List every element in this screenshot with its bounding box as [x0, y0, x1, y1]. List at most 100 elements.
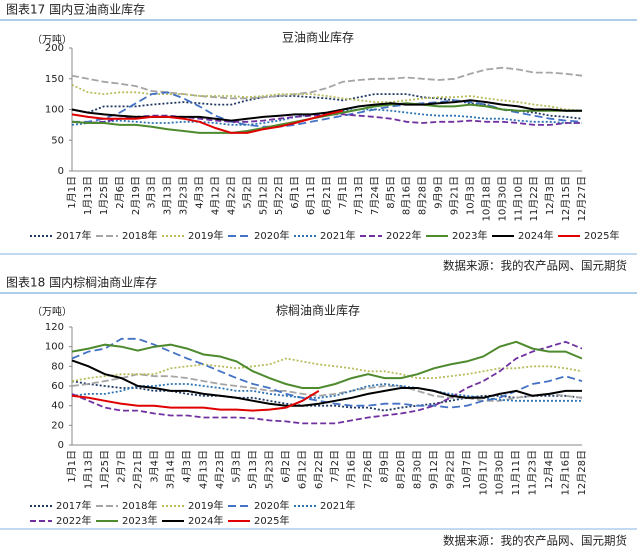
y-tick-label: 0: [58, 166, 64, 177]
x-tick-label: 12月15日: [560, 176, 572, 221]
legend-label: 2018年: [122, 229, 157, 242]
x-tick-label: 8月16日: [401, 176, 413, 215]
x-tick-label: 8月9日: [379, 450, 391, 483]
x-tick-label: 5月23日: [263, 450, 275, 489]
chart-caption: 图表18 国内棕榈油商业库存: [6, 275, 157, 290]
legend-label: 2017年: [56, 229, 91, 242]
x-tick-label: 8月28日: [417, 176, 429, 215]
source: 数据来源：我的农产品网、国元期货: [443, 534, 627, 548]
y-tick-label: 0: [58, 440, 64, 451]
x-tick-label: 10月7日: [461, 450, 473, 489]
series-line: [72, 91, 583, 128]
series-line: [71, 390, 320, 412]
y-axis-label: （万吨）: [32, 305, 72, 318]
x-tick-label: 1月25日: [98, 176, 110, 215]
x-tick-label: 5月13日: [247, 450, 259, 489]
y-tick-label: 200: [45, 43, 64, 54]
x-tick-label: 11月11日: [510, 450, 522, 495]
x-tick-label: 8月20日: [395, 450, 407, 489]
x-tick-label: 12月3日: [544, 176, 556, 215]
x-tick-label: 12月28日: [576, 450, 588, 495]
y-tick-label: 100: [45, 105, 64, 116]
series-line: [71, 383, 582, 402]
x-tick-label: 5月22日: [273, 176, 285, 215]
legend-label: 2021年: [320, 229, 355, 242]
chart-title: 豆油商业库存: [282, 30, 354, 45]
x-tick-label: 4月22日: [225, 176, 237, 215]
x-tick-label: 7月1日: [337, 176, 349, 209]
series-line: [71, 359, 582, 407]
y-tick-label: 40: [51, 401, 64, 412]
chart-caption: 图表17 国内豆油商业库存: [6, 2, 145, 17]
x-tick-label: 9月21日: [449, 176, 461, 215]
x-tick-label: 10月3日: [464, 176, 476, 215]
x-tick-label: 5月12日: [257, 176, 269, 215]
y-tick-label: 50: [51, 135, 64, 146]
x-tick-label: 6月12日: [296, 450, 308, 489]
x-tick-label: 7月24日: [369, 176, 381, 215]
x-tick-label: 8月5日: [385, 176, 397, 209]
x-tick-label: 2月21日: [132, 450, 144, 489]
y-tick-label: 80: [51, 361, 64, 372]
x-tick-label: 6月1日: [289, 176, 301, 209]
x-tick-label: 4月13日: [198, 450, 210, 489]
legend-label: 2022年: [56, 514, 91, 527]
x-tick-label: 9月22日: [444, 450, 456, 489]
chart-title: 棕榈油商业库存: [276, 303, 360, 318]
x-tick-label: 3月14日: [165, 450, 177, 489]
x-tick-label: 1月25日: [99, 450, 111, 489]
series-line: [71, 357, 583, 382]
x-tick-label: 10月30日: [496, 176, 508, 221]
legend-label: 2018年: [122, 499, 157, 512]
x-tick-label: 7月2日: [329, 450, 341, 483]
x-tick-label: 9月12日: [428, 450, 440, 489]
series-line: [71, 340, 583, 425]
x-tick-label: 12月4日: [543, 450, 555, 489]
x-tick-label: 1月1日: [66, 450, 78, 483]
x-tick-label: 10月30日: [494, 450, 506, 495]
x-tick-label: 2月7日: [115, 450, 127, 483]
legend-label: 2017年: [56, 499, 91, 512]
legend-label: 2020年: [254, 499, 289, 512]
series-line: [71, 340, 583, 389]
source: 数据来源：我的农产品网、国元期货: [443, 259, 627, 273]
x-tick-label: 4月23日: [214, 450, 226, 489]
x-tick-label: 4月12日: [209, 176, 221, 215]
x-tick-label: 5月3日: [231, 450, 243, 483]
y-tick-label: 100: [45, 342, 64, 353]
x-tick-label: 1月13日: [82, 450, 94, 489]
y-tick-label: 60: [51, 381, 64, 392]
x-tick-label: 3月13日: [162, 176, 174, 215]
x-tick-label: 6月11日: [305, 176, 317, 215]
x-tick-label: 12月27日: [576, 176, 588, 221]
x-tick-label: 7月26日: [362, 450, 374, 489]
legend-label: 2025年: [254, 514, 289, 527]
x-tick-label: 2月19日: [130, 176, 142, 215]
y-tick-label: 150: [45, 74, 64, 85]
x-tick-label: 7月16日: [346, 450, 358, 489]
x-tick-label: 5月2日: [241, 176, 253, 209]
y-tick-label: 20: [51, 420, 64, 431]
x-tick-label: 10月18日: [480, 176, 492, 221]
x-tick-label: 9月9日: [433, 176, 445, 209]
x-tick-label: 11月23日: [527, 450, 539, 495]
x-tick-label: 3月4日: [148, 450, 160, 483]
x-tick-label: 2月6日: [114, 176, 126, 209]
legend-label: 2022年: [386, 229, 421, 242]
y-axis-label: （万吨）: [32, 33, 72, 46]
x-tick-label: 4月3日: [181, 450, 193, 483]
legend-label: 2024年: [188, 514, 223, 527]
legend-label: 2025年: [584, 229, 619, 242]
x-tick-label: 4月3日: [194, 176, 206, 209]
x-tick-label: 7月13日: [353, 176, 365, 215]
legend-label: 2023年: [122, 514, 157, 527]
series-line: [71, 84, 583, 112]
x-tick-label: 3月23日: [178, 176, 190, 215]
y-tick-label: 120: [45, 322, 64, 333]
series-line: [71, 380, 583, 412]
x-tick-label: 1月13日: [82, 176, 94, 215]
legend-label: 2021年: [320, 499, 355, 512]
series-line: [71, 109, 344, 134]
legend-label: 2024年: [518, 229, 553, 242]
